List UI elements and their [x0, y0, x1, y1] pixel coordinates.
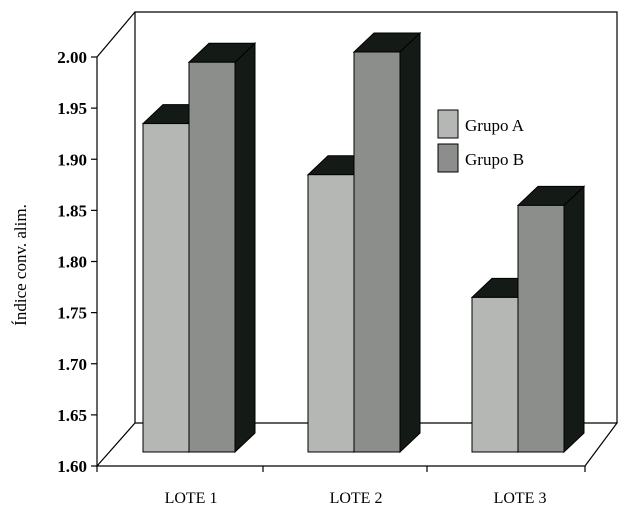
x-tick-label: LOTE 1 [165, 490, 218, 507]
floor [95, 422, 618, 467]
bar-grupo-b-lote-2 [352, 31, 422, 454]
legend-swatch [437, 109, 459, 139]
y-tick-label: 1.95 [57, 99, 87, 118]
y-tick-label: 1.90 [57, 150, 87, 169]
legend-label: Grupo A [465, 116, 525, 135]
legend-item: Grupo A [437, 109, 525, 139]
y-tick-label: 1.65 [57, 406, 87, 425]
y-tick-label: 2.00 [57, 48, 87, 67]
legend-label: Grupo B [465, 150, 524, 169]
bar-grupo-b-lote-1 [187, 42, 257, 454]
x-axis-labels: LOTE 1 LOTE 2 LOTE 3 [96, 466, 586, 507]
legend-item: Grupo B [437, 143, 524, 173]
legend: Grupo A Grupo B [437, 109, 525, 173]
y-axis-ticks: 1.60 1.65 1.70 1.75 1.80 1.85 1.90 1.95 2.00 [57, 48, 97, 476]
back-wall [134, 11, 618, 423]
y-axis-title: Índice conv. alim. [11, 204, 30, 326]
y-tick-label: 1.85 [57, 201, 87, 220]
x-tick-label: LOTE 2 [330, 490, 383, 507]
left-wall [96, 11, 136, 466]
x-tick-label: LOTE 3 [494, 490, 547, 507]
y-tick-label: 1.60 [57, 457, 87, 476]
y-tick-label: 1.75 [57, 304, 87, 323]
y-tick-label: 1.70 [57, 355, 87, 374]
bars [141, 31, 586, 454]
bar-grupo-b-lote-3 [516, 185, 586, 454]
y-tick-label: 1.80 [57, 253, 87, 272]
legend-swatch [437, 143, 459, 173]
